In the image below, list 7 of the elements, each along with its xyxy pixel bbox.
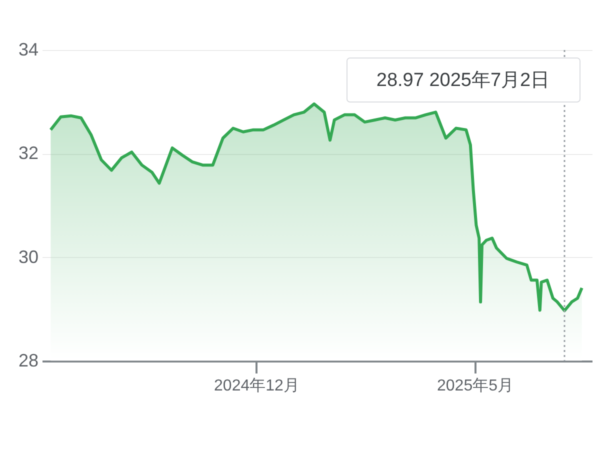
y-tick-label: 34 bbox=[18, 40, 38, 60]
x-tick-label: 2024年12月 bbox=[214, 378, 300, 394]
x-tick-label: 2025年5月 bbox=[437, 378, 514, 394]
y-tick-label: 30 bbox=[18, 246, 38, 267]
y-tick-label: 28 bbox=[18, 350, 38, 370]
annotation: 28.97 2025年7月2日 bbox=[376, 70, 550, 91]
y-tick-label: 32 bbox=[18, 143, 38, 164]
